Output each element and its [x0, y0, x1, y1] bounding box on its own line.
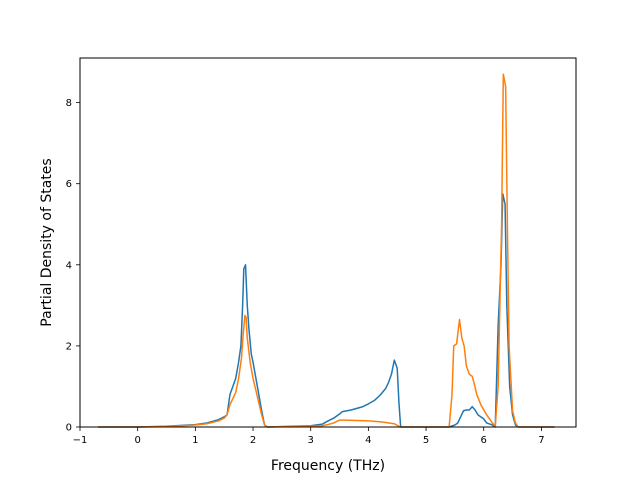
- y-axis-label: Partial Density of States: [39, 158, 55, 326]
- y-axis: 0 2 4 6 8: [66, 98, 80, 434]
- x-tick-label: 6: [481, 435, 487, 446]
- x-axis: −1 0 1 2 3 4 5 6 7: [73, 427, 545, 446]
- x-tick-label: −1: [73, 435, 88, 446]
- x-tick-label: 1: [192, 435, 198, 446]
- x-tick-label: 7: [538, 435, 544, 446]
- x-tick-label: 0: [134, 435, 140, 446]
- series-layer: [97, 73, 555, 428]
- x-tick-label: 2: [250, 435, 256, 446]
- series-line-2: [97, 73, 555, 428]
- x-tick-label: 3: [308, 435, 314, 446]
- x-tick-label: 4: [365, 435, 371, 446]
- y-tick-label: 4: [66, 260, 72, 271]
- y-tick-label: 2: [66, 341, 72, 352]
- x-tick-label: 5: [423, 435, 429, 446]
- plot-frame: [79, 57, 577, 428]
- y-tick-label: 0: [66, 423, 72, 434]
- y-tick-label: 8: [66, 98, 72, 109]
- series-line-1: [97, 193, 555, 428]
- x-axis-label: Frequency (THz): [271, 458, 385, 474]
- y-tick-label: 6: [66, 179, 72, 190]
